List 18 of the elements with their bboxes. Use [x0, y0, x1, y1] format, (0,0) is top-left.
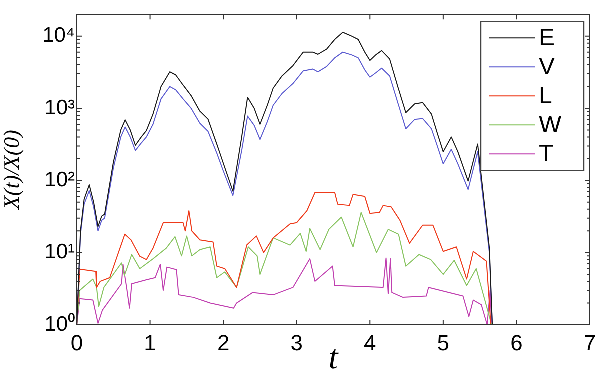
x-tick-label: 7: [584, 330, 596, 356]
legend-label: E: [539, 24, 556, 52]
y-tick-label: 10¹: [44, 240, 75, 264]
y-tick-label: 10³: [44, 96, 75, 120]
legend-label: V: [539, 54, 556, 81]
x-tick-label: 5: [437, 330, 450, 356]
x-tick-label: 3: [290, 330, 303, 356]
y-tick-label: 10²: [44, 168, 75, 192]
y-axis-title: X(t)/X(0): [0, 130, 24, 211]
x-tick-label: 2: [217, 330, 230, 356]
x-tick-label: 6: [510, 330, 523, 356]
x-tick-label: 1: [144, 330, 156, 356]
legend-label: L: [539, 82, 552, 110]
legend-label: T: [539, 140, 554, 168]
x-tick-label: 4: [364, 330, 376, 356]
x-axis-title: t: [328, 340, 340, 377]
y-tick-label: 10⁴: [42, 24, 75, 48]
legend-label: W: [539, 112, 562, 139]
